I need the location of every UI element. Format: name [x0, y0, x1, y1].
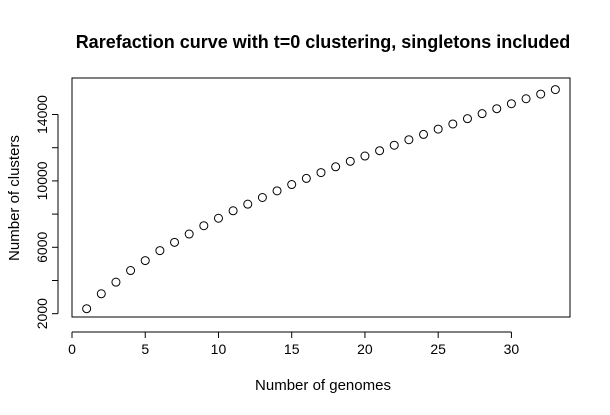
- data-point: [155, 246, 165, 256]
- data-point: [316, 168, 326, 178]
- data-point: [126, 266, 136, 276]
- data-point: [140, 256, 150, 266]
- data-point: [287, 180, 297, 190]
- x-tick-label: 10: [211, 341, 227, 357]
- data-point: [345, 156, 355, 166]
- y-tick-label: 2000: [34, 298, 50, 329]
- data-point: [506, 99, 516, 109]
- data-point: [419, 129, 429, 139]
- y-tick-label: 6000: [34, 232, 50, 263]
- data-point: [170, 237, 180, 247]
- data-point: [243, 199, 253, 209]
- data-point: [360, 151, 370, 161]
- data-point: [462, 114, 472, 124]
- data-point: [375, 146, 385, 156]
- data-point: [96, 289, 106, 299]
- data-point: [184, 229, 194, 239]
- x-tick-label: 0: [68, 341, 76, 357]
- y-axis-label: Number of clusters: [6, 135, 23, 261]
- x-tick-label: 20: [357, 341, 373, 357]
- y-tick-label: 14000: [34, 95, 50, 134]
- data-point: [536, 89, 546, 99]
- data-point: [433, 124, 443, 134]
- data-point: [550, 85, 560, 95]
- data-point: [111, 277, 121, 287]
- x-tick-label: 5: [141, 341, 149, 357]
- data-point: [448, 119, 458, 129]
- data-points: [82, 85, 560, 314]
- data-point: [389, 140, 399, 150]
- data-point: [82, 304, 92, 314]
- data-point: [492, 104, 502, 114]
- data-point: [521, 94, 531, 104]
- x-tick-label: 30: [504, 341, 520, 357]
- chart-title: Rarefaction curve with t=0 clustering, s…: [76, 32, 571, 52]
- x-tick-label: 25: [430, 341, 446, 357]
- y-axis: 2000 6000 10000 14000: [34, 95, 59, 329]
- x-tick-label: 15: [284, 341, 300, 357]
- data-point: [213, 213, 223, 223]
- data-point: [404, 135, 414, 145]
- data-point: [199, 221, 209, 231]
- data-point: [477, 109, 487, 119]
- data-point: [331, 162, 341, 172]
- data-point: [272, 186, 282, 196]
- x-axis: 0 5 10 15 20 25 30: [68, 331, 520, 357]
- y-tick-label: 10000: [34, 161, 50, 200]
- x-axis-label: Number of genomes: [255, 377, 391, 394]
- plot-frame: [71, 77, 571, 318]
- data-point: [257, 193, 267, 202]
- data-point: [301, 173, 311, 183]
- data-point: [228, 206, 238, 216]
